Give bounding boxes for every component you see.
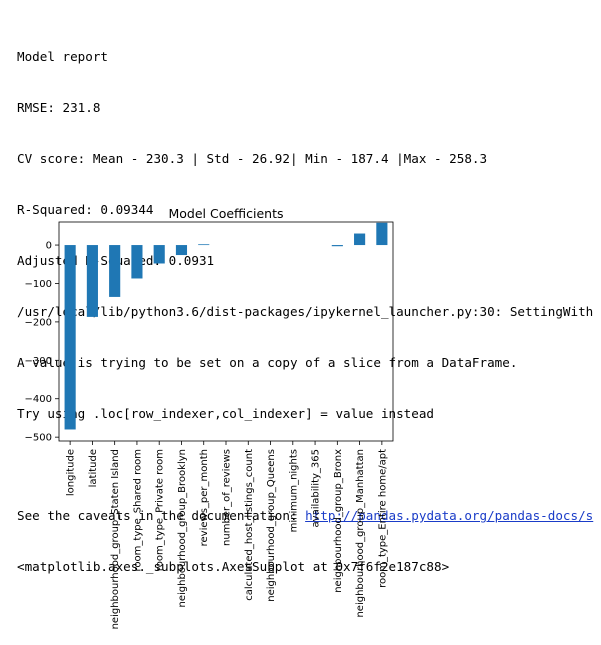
x-tick-label: latitude: [88, 449, 99, 487]
warning-line: /usr/local/lib/python3.6/dist-packages/i…: [17, 304, 594, 319]
y-tick-label: 0: [46, 241, 52, 252]
docs-link[interactable]: http://pandas.pydata.org/pandas-docs/s: [305, 508, 594, 523]
cell-output: Model report RMSE: 231.8 CV score: Mean …: [17, 14, 601, 592]
output-line: RMSE: 231.8: [17, 100, 101, 115]
y-tick-label: −100: [25, 279, 52, 290]
bar: [153, 245, 165, 264]
x-tick-label: number_of_reviews: [222, 449, 233, 546]
x-tick-label: room_type_Private room: [155, 449, 166, 571]
bar: [86, 245, 98, 317]
x-tick-label: neighbourhood_group_Brooklyn: [177, 449, 188, 607]
x-tick-label: longitude: [66, 449, 77, 496]
x-tick-label: minimum_nights: [288, 449, 299, 532]
axes-repr: <matplotlib.axes._subplots.AxesSubplot a…: [17, 559, 450, 574]
y-tick-label: −500: [25, 433, 52, 444]
output-line: CV score: Mean - 230.3 | Std - 26.92| Mi…: [17, 151, 488, 166]
coefficients-chart: Model Coefficients 0 −100 −200 −300 −400 −500…: [25, 206, 394, 629]
bar: [109, 245, 121, 297]
bar: [331, 245, 343, 247]
output-line: R-Squared: 0.09344: [17, 202, 154, 217]
x-tick-label: availability_365: [311, 449, 322, 527]
bar: [376, 222, 388, 246]
warning-line: A value is trying to be set on a copy of…: [17, 355, 518, 370]
x-tick-label: neighbourhood_group_Manhattan: [355, 449, 366, 618]
x-tick-label: room_type_Entire home/apt: [377, 449, 388, 588]
y-axis: 0 −100 −200 −300 −400 −500: [25, 241, 59, 444]
x-tick-label: calculated_host_listings_count: [244, 449, 255, 601]
x-axis: longitude latitude neighbourhood_group_Sta…: [66, 441, 388, 629]
y-tick-label: −300: [25, 356, 52, 367]
output-line: Model report: [17, 49, 108, 64]
bars-group: [64, 222, 388, 430]
x-tick-label: neighbourhood_group_Staten Island: [110, 449, 121, 629]
x-tick-label: room_type_Shared room: [132, 449, 143, 571]
x-tick-label: reviews_per_month: [199, 449, 210, 546]
caveats-text: See the caveats in the documentation:: [17, 508, 306, 523]
y-tick-label: −200: [25, 317, 52, 328]
plot-frame: [58, 221, 394, 442]
y-tick-label: −400: [25, 394, 52, 405]
x-tick-label: neighbourhood_group_Bronx: [333, 449, 344, 593]
caveats-line: See the caveats in the documentation: ht…: [17, 507, 601, 524]
bar: [354, 233, 366, 246]
bar: [175, 245, 188, 256]
chart-title: Model Coefficients: [168, 206, 283, 221]
bar: [198, 244, 210, 246]
bar: [131, 245, 143, 279]
x-tick-label: neighbourhood_group_Queens: [266, 449, 277, 602]
bar: [64, 245, 76, 430]
